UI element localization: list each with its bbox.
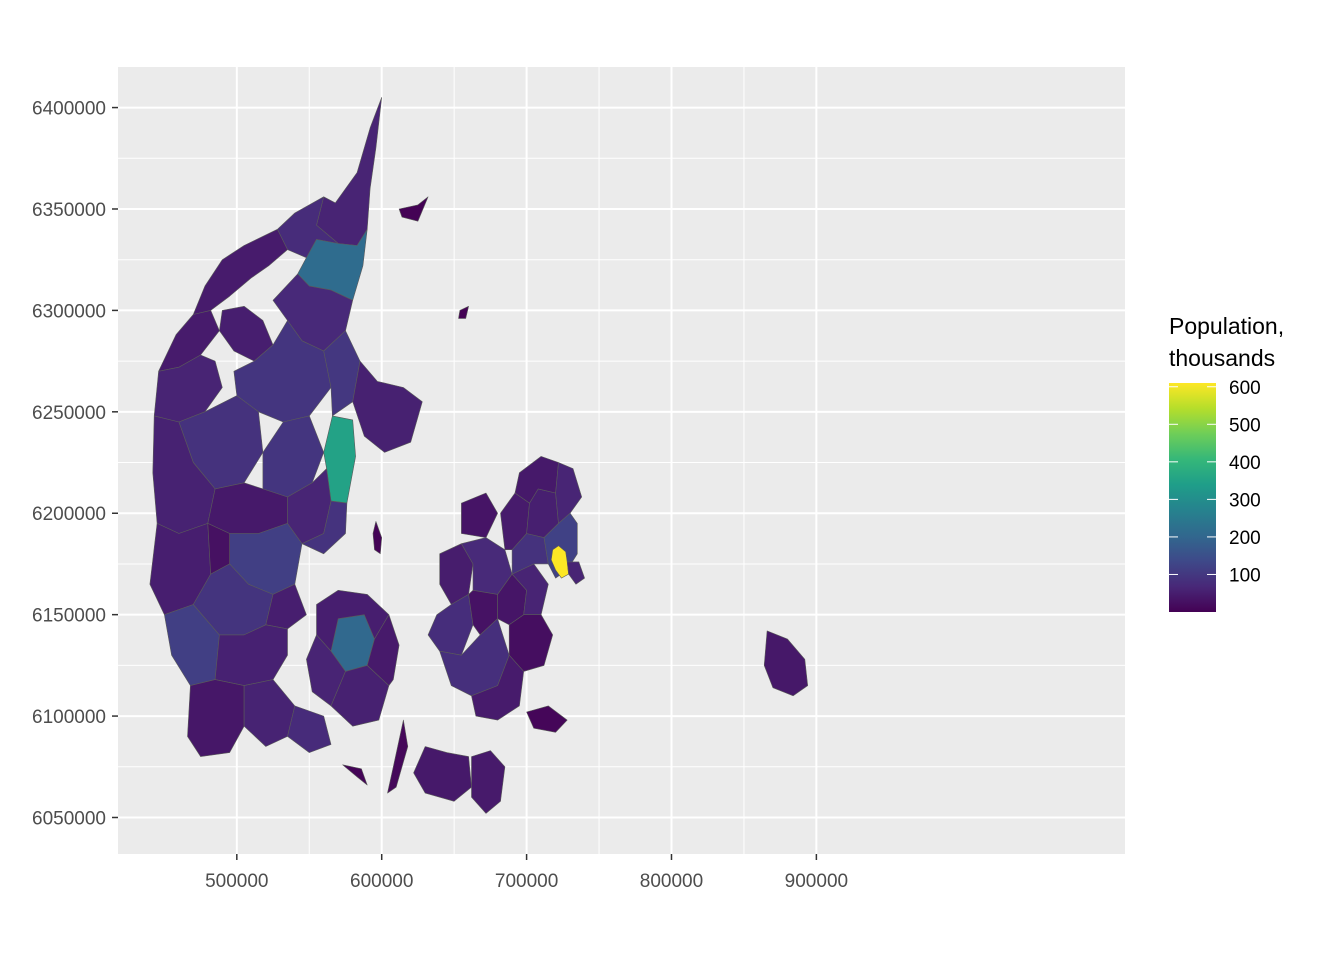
y-tick-label: 6050000 [32,808,106,829]
region-slagelse [427,594,474,656]
region-samso [372,521,383,555]
region-djursland [352,360,423,453]
region-laeso [398,196,429,222]
legend-label: 600 [1229,378,1261,399]
region-langeland [387,719,409,794]
y-tick-label: 6350000 [32,200,106,221]
region-horsens [301,500,348,555]
x-tick-label: 800000 [640,871,703,892]
y-tick-label: 6300000 [32,301,106,322]
region-fredericia [265,583,307,630]
y-tick-label: 6150000 [32,606,106,627]
legend-ticks: 100 200 300 400 500 600 [1169,378,1261,586]
legend-label: 500 [1229,415,1261,436]
legend: Population, thousands 100 200 300 400 500 600 [1169,313,1284,612]
region-falster [471,750,506,814]
legend-label: 200 [1229,528,1261,549]
y-tick-label: 6100000 [32,707,106,728]
y-tick-label: 6250000 [32,403,106,424]
x-tick-label: 700000 [495,871,558,892]
region-amager [566,561,585,585]
y-tick-label: 6200000 [32,504,106,525]
legend-label: 100 [1229,565,1261,586]
x-axis: 500000 600000 700000 800000 900000 [205,854,848,892]
region-nyborg [366,614,400,686]
region-aero [342,764,368,786]
y-axis: 6050000 6100000 6150000 6200000 6250000 63000… [32,99,118,829]
legend-title-line1: Population, [1169,313,1284,339]
legend-colorbar [1169,383,1216,612]
y-tick-label: 6400000 [32,99,106,120]
region-tonder [187,679,245,757]
legend-label: 300 [1229,490,1261,511]
legend-title-line2: thousands [1169,345,1275,371]
x-tick-label: 600000 [350,871,413,892]
region-vordingborg [471,654,525,721]
region-odsherred [461,492,498,538]
region-viborg [233,320,332,423]
region-bornholm [763,630,809,697]
legend-label: 400 [1229,453,1261,474]
x-tick-label: 900000 [785,871,848,892]
region-sonderborg [287,705,332,753]
region-mon [526,705,568,733]
region-anholt [458,305,469,319]
region-lolland [413,746,472,802]
regions-layer [149,97,809,814]
x-tick-label: 500000 [205,871,268,892]
